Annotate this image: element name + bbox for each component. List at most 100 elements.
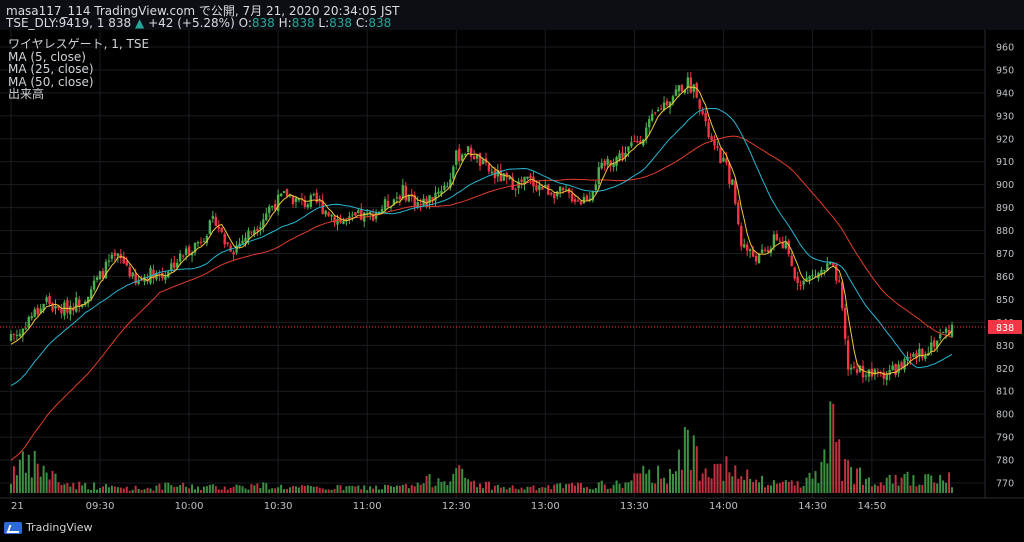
volume-bar xyxy=(793,485,796,493)
x-tick-label: 13:00 xyxy=(531,501,560,512)
volume-bar xyxy=(850,466,853,493)
candle-body xyxy=(728,163,731,184)
volume-bar xyxy=(612,484,615,493)
volume-bar xyxy=(199,489,202,493)
low-label: L: xyxy=(318,16,330,30)
volume-bar xyxy=(547,485,550,493)
volume-bar xyxy=(502,486,505,493)
legend-volume[interactable]: 出来高 xyxy=(8,87,45,101)
legend-ma5[interactable]: MA (5, close) xyxy=(8,49,86,64)
candle-body xyxy=(933,340,936,347)
x-tick-label: 10:30 xyxy=(264,501,293,512)
candle-body xyxy=(89,289,93,299)
volume-bar xyxy=(265,483,268,493)
candle-body xyxy=(116,253,120,256)
volume-bar xyxy=(342,490,345,493)
volume-bar xyxy=(713,464,716,493)
candle-body xyxy=(864,375,868,377)
volume-bar xyxy=(526,486,529,493)
candle-body xyxy=(416,202,419,208)
candle-body xyxy=(558,186,562,192)
volume-bar xyxy=(119,487,122,493)
volume-bar xyxy=(289,487,292,493)
candle-body xyxy=(419,203,422,205)
candle-body xyxy=(39,308,42,314)
legend-ma25[interactable]: MA (25, close) xyxy=(8,62,94,76)
volume-bar xyxy=(134,485,137,493)
volume-bar xyxy=(532,485,535,493)
candle-body xyxy=(535,185,538,191)
open-label: O: xyxy=(238,16,252,30)
candle-body xyxy=(662,102,666,111)
candle-body xyxy=(392,199,396,205)
volume-bar xyxy=(274,488,277,493)
volume-bar xyxy=(21,451,24,493)
volume-bar xyxy=(407,488,410,493)
volume-bar xyxy=(838,439,841,493)
volume-bar xyxy=(689,470,692,493)
volume-bar xyxy=(725,456,728,493)
last-price-tag xyxy=(988,319,1022,334)
volume-bar xyxy=(205,486,208,493)
volume-bar xyxy=(740,476,743,493)
candle-body xyxy=(840,282,844,309)
candle-body xyxy=(921,349,924,358)
tradingview-logo[interactable]: TradingView xyxy=(4,521,92,534)
candle-body xyxy=(161,273,164,279)
legend-title[interactable]: ワイヤレスゲート, 1, TSE xyxy=(8,37,150,51)
candle-body xyxy=(321,200,324,214)
volume-bar xyxy=(247,489,250,493)
candle-body xyxy=(570,193,574,202)
volume-bar xyxy=(645,473,648,493)
volume-bar xyxy=(90,490,93,493)
volume-bar xyxy=(470,481,473,493)
volume-bar xyxy=(404,483,407,493)
price-chart[interactable]: 9609509409309209109008908808708608508408… xyxy=(0,30,1024,518)
candle-body xyxy=(324,210,327,215)
close-label: C: xyxy=(355,16,369,30)
volume-bar xyxy=(663,477,666,493)
legend-ma50[interactable]: MA (50, close) xyxy=(8,74,94,89)
candle-body xyxy=(92,280,96,290)
candle-body xyxy=(101,270,105,279)
volume-bar xyxy=(683,427,686,493)
volume-bar xyxy=(327,489,330,493)
volume-bar xyxy=(256,483,259,493)
candle-body xyxy=(458,148,461,161)
volume-bar xyxy=(636,473,639,493)
ma25-line xyxy=(10,108,953,387)
candle-body xyxy=(597,167,600,184)
volume-bar xyxy=(758,482,761,493)
volume-bar xyxy=(116,487,119,493)
volume-bar xyxy=(152,490,155,493)
candle-body xyxy=(695,83,698,98)
volume-bar xyxy=(487,481,490,493)
volume-bar xyxy=(814,471,817,493)
candle-body xyxy=(455,150,458,165)
candle-body xyxy=(639,140,642,144)
candle-body xyxy=(404,185,407,201)
volume-bar xyxy=(318,487,321,493)
volume-bar xyxy=(847,460,850,493)
volume-bar xyxy=(12,466,15,493)
volume-bar xyxy=(238,485,241,493)
volume-bar xyxy=(701,473,704,493)
volume-bar xyxy=(666,483,669,493)
volume-bar xyxy=(375,485,378,493)
candle-body xyxy=(208,220,212,235)
volume-bar xyxy=(176,486,179,493)
candle-body xyxy=(653,112,657,114)
candle-body xyxy=(627,146,630,152)
volume-bar xyxy=(915,486,918,493)
candle-body xyxy=(820,270,823,274)
volume-bar xyxy=(743,479,746,493)
volume-bar xyxy=(553,484,556,493)
volume-bar xyxy=(799,487,802,493)
candle-body xyxy=(740,225,743,247)
candle-body xyxy=(354,212,357,216)
candle-body xyxy=(873,369,877,375)
volume-bar xyxy=(844,459,847,493)
volume-bar xyxy=(60,484,63,493)
volume-bar xyxy=(630,480,633,493)
volume-bar xyxy=(428,474,431,493)
